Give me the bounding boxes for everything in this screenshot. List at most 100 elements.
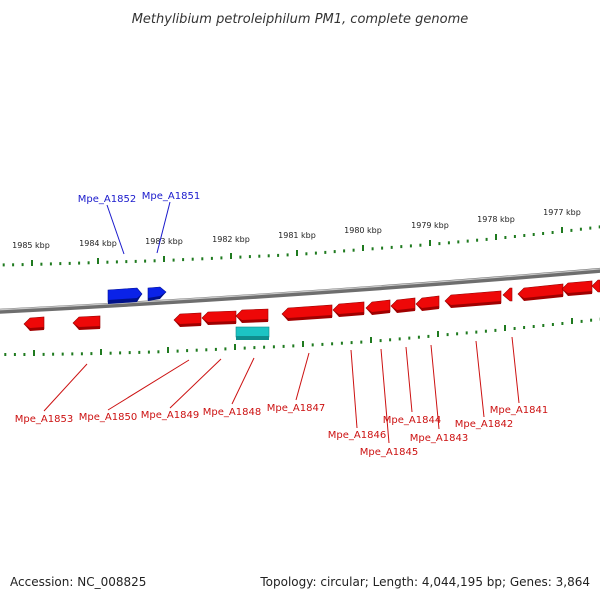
gene-label-Mpe_A1844[interactable]: Mpe_A1844 — [383, 415, 441, 426]
ruler-minor-tick — [580, 319, 583, 323]
ruler-minor-tick — [457, 240, 460, 244]
gene-Mpe_A1845[interactable] — [365, 299, 391, 315]
ruler-minor-tick — [263, 345, 266, 349]
gene-label-Mpe_A1842[interactable]: Mpe_A1842 — [455, 419, 513, 430]
ruler-minor-tick — [12, 263, 15, 267]
ruler-minor-tick — [466, 239, 469, 243]
ruler-minor-tick — [2, 263, 5, 267]
gene-Mpe_A1852[interactable] — [107, 287, 143, 304]
gene-Mpe_A1849b[interactable] — [201, 310, 237, 325]
ruler-minor-tick — [87, 261, 90, 265]
gene-label-Mpe_A1849[interactable]: Mpe_A1849 — [141, 410, 199, 421]
ruler-minor-tick — [340, 341, 343, 345]
gene-label-Mpe_A1847[interactable]: Mpe_A1847 — [267, 403, 325, 414]
gene-Mpe_A1850[interactable] — [72, 315, 101, 330]
ruler-minor-tick — [68, 261, 71, 265]
gene-Mpe_A1851[interactable] — [147, 286, 167, 301]
gene-Mpe_A1839[interactable] — [591, 279, 600, 293]
gene-Mpe_A1847[interactable] — [281, 304, 333, 321]
gene-Mpe_A1849[interactable] — [173, 312, 202, 327]
ruler-minor-tick — [590, 318, 593, 322]
gene-Mpe_A1848[interactable] — [235, 308, 269, 323]
ruler-minor-tick — [598, 225, 600, 229]
ruler-minor-tick — [485, 237, 488, 241]
ruler-minor-tick — [80, 352, 83, 356]
ruler-minor-tick — [272, 345, 275, 349]
ruler-minor-tick — [138, 350, 141, 354]
gene-small[interactable] — [502, 287, 513, 302]
ruler-minor-tick — [61, 352, 64, 356]
ruler-minor-tick — [311, 343, 314, 347]
gene-label-Mpe_A1848[interactable]: Mpe_A1848 — [203, 407, 261, 418]
leader-line — [231, 357, 255, 405]
ruler-minor-tick — [398, 337, 401, 341]
ruler-minor-tick — [49, 262, 52, 266]
ruler-minor-tick — [78, 261, 81, 265]
ruler-minor-tick — [109, 351, 112, 355]
ruler-minor-tick — [542, 324, 545, 327]
ruler-minor-tick — [417, 335, 420, 339]
ruler-tick: 1981 kbp — [278, 231, 316, 256]
leader-line — [405, 346, 413, 413]
ruler-minor-tick — [379, 339, 382, 343]
ruler-minor-tick — [551, 231, 554, 234]
rna-gene[interactable] — [235, 326, 270, 340]
ruler-tick-label: 1982 kbp — [212, 235, 250, 244]
gene-label-Mpe_A1843[interactable]: Mpe_A1843 — [410, 433, 468, 444]
gene-Mpe_A1843[interactable] — [415, 295, 440, 311]
ruler-minor-tick — [532, 233, 535, 236]
gene-label-Mpe_A1846[interactable]: Mpe_A1846 — [328, 430, 386, 441]
gene-label-Mpe_A1853[interactable]: Mpe_A1853 — [15, 414, 73, 425]
ruler-minor-tick — [153, 259, 156, 263]
ruler-minor-tick — [13, 353, 16, 356]
leader-line — [475, 340, 485, 418]
ruler-minor-tick — [258, 254, 261, 258]
ruler-minor-tick — [305, 252, 308, 256]
gene-label-Mpe_A1851[interactable]: Mpe_A1851 — [142, 191, 200, 202]
leader-line — [295, 352, 310, 401]
ruler-minor-tick — [125, 260, 128, 264]
ruler-minor-tick — [239, 255, 242, 259]
ruler-minor-tick — [438, 242, 441, 246]
ruler-minor-tick — [128, 351, 131, 355]
gene-Mpe_A1841[interactable] — [517, 283, 564, 301]
ruler-minor-tick — [446, 333, 449, 337]
ruler-minor-tick — [243, 346, 246, 350]
gene-Mpe_A1842[interactable] — [444, 290, 502, 308]
ruler-minor-tick — [40, 262, 43, 266]
forward-gene-track — [107, 286, 167, 304]
topology-label: Topology: circular; Length: 4,044,195 bp… — [260, 575, 590, 589]
ruler-minor-tick — [561, 322, 564, 325]
ruler-minor-tick — [267, 254, 270, 258]
ruler-tick: 1982 kbp — [212, 235, 250, 259]
ruler-minor-tick — [532, 325, 535, 328]
gene-label-Mpe_A1850[interactable]: Mpe_A1850 — [79, 412, 137, 423]
gene-Mpe_A1840[interactable] — [561, 280, 593, 296]
ruler-minor-tick — [447, 241, 450, 245]
reverse-gene-track — [23, 279, 600, 340]
gene-Mpe_A1846[interactable] — [332, 301, 365, 317]
ruler-minor-tick — [214, 347, 217, 351]
ruler-minor-tick — [21, 263, 24, 267]
ruler-tick: 1985 kbp — [12, 241, 50, 266]
ruler-minor-tick — [286, 253, 289, 257]
ruler-minor-tick — [182, 258, 185, 262]
ruler-minor-tick — [371, 247, 374, 251]
ruler-minor-tick — [210, 256, 213, 260]
gene-Mpe_A1844[interactable] — [390, 297, 416, 313]
gene-label-Mpe_A1845[interactable]: Mpe_A1845 — [360, 447, 418, 458]
genome-backbone-highlight — [0, 268, 600, 311]
map-title: Methylibium petroleiphilum PM1, complete… — [132, 12, 469, 27]
ruler-minor-tick — [504, 236, 507, 239]
ruler-tick-label: 1983 kbp — [145, 237, 183, 246]
ruler-minor-tick — [52, 352, 55, 356]
ruler-minor-tick — [90, 352, 93, 356]
ruler-minor-tick — [282, 344, 285, 348]
ruler-minor-tick — [4, 353, 7, 356]
genome-backbone — [0, 267, 600, 314]
gene-label-Mpe_A1852[interactable]: Mpe_A1852 — [78, 194, 136, 205]
gene-Mpe_A1853[interactable] — [23, 316, 45, 331]
gene-label-Mpe_A1841[interactable]: Mpe_A1841 — [490, 405, 548, 416]
ruler-minor-tick — [484, 329, 487, 333]
